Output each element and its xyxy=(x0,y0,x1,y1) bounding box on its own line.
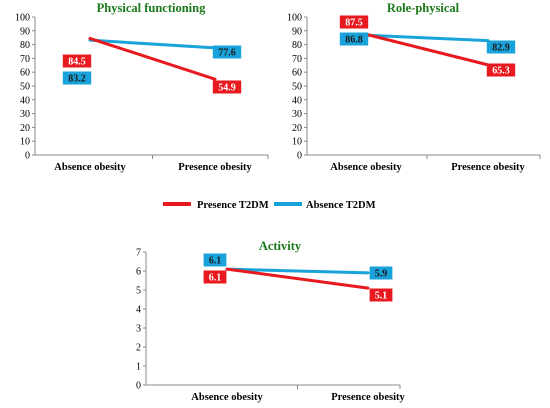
data-label: 84.5 xyxy=(68,57,86,68)
data-label-box xyxy=(486,63,516,77)
y-tick-label: 2 xyxy=(136,343,141,354)
y-tick-label: 70 xyxy=(292,54,302,65)
y-tick-label: 100 xyxy=(15,13,30,24)
y-tick-label: 0 xyxy=(297,151,302,162)
data-label-box xyxy=(369,266,393,280)
chart-title: Physical functioning xyxy=(97,1,206,15)
y-tick-label: 70 xyxy=(20,54,30,65)
y-tick-label: 1 xyxy=(136,362,141,373)
y-tick-label: 90 xyxy=(292,26,302,37)
legend: Presence T2DM Absence T2DM xyxy=(163,200,376,211)
data-label-box xyxy=(203,270,227,284)
y-tick-label: 60 xyxy=(20,68,30,79)
data-label: 5.1 xyxy=(375,291,388,302)
y-tick-label: 0 xyxy=(136,381,141,392)
data-label: 6.1 xyxy=(209,273,222,284)
y-tick-label: 80 xyxy=(20,40,30,51)
y-tick-label: 7 xyxy=(136,248,141,259)
data-label-box xyxy=(62,71,92,85)
data-label-box xyxy=(62,54,92,68)
chart-2: Role-physical 0 10 20 30 40 50 60 70 80 90 100 Absen… xyxy=(287,1,541,173)
series-line-absence-t2dm xyxy=(364,33,490,43)
series-line-presence-t2dm xyxy=(225,267,370,290)
data-label: 83.2 xyxy=(68,74,86,85)
data-label: 86.8 xyxy=(345,35,363,46)
y-tick-label: 100 xyxy=(287,13,302,24)
x-tick-label: Absence obesity xyxy=(54,162,126,173)
x-tick-label: Presence obesity xyxy=(178,162,252,173)
data-label: 65.3 xyxy=(492,66,510,77)
data-label-box xyxy=(486,40,516,54)
data-label-box xyxy=(212,45,242,59)
y-tick-label: 30 xyxy=(20,109,30,120)
y-tick-label: 30 xyxy=(292,109,302,120)
data-label-box xyxy=(212,80,242,94)
data-label-box xyxy=(339,15,369,29)
x-tick-label: Presence obesity xyxy=(451,162,525,173)
legend-label: Absence T2DM xyxy=(306,200,376,211)
legend-label: Presence T2DM xyxy=(197,200,269,211)
data-label: 77.6 xyxy=(218,48,236,59)
y-tick-label: 40 xyxy=(20,95,30,106)
y-tick-label: 80 xyxy=(292,40,302,51)
series-line-absence-t2dm xyxy=(88,38,217,50)
y-tick-label: 4 xyxy=(136,305,141,316)
chart-title: Role-physical xyxy=(387,1,460,15)
series-line-presence-t2dm xyxy=(364,32,490,67)
x-tick-label: Presence obesity xyxy=(331,392,405,403)
series-line-absence-t2dm xyxy=(225,267,370,275)
y-tick-label: 50 xyxy=(292,82,302,93)
y-tick-label: 50 xyxy=(20,82,30,93)
y-tick-label: 10 xyxy=(292,137,302,148)
y-tick-label: 10 xyxy=(20,137,30,148)
data-label: 6.1 xyxy=(209,256,222,267)
y-tick-label: 0 xyxy=(25,151,30,162)
data-label: 87.5 xyxy=(345,18,363,29)
data-label: 5.9 xyxy=(375,269,388,280)
data-label-box xyxy=(203,253,227,267)
series-line-presence-t2dm xyxy=(88,36,217,81)
y-tick-label: 40 xyxy=(292,95,302,106)
y-tick-label: 5 xyxy=(136,286,141,297)
y-tick-label: 90 xyxy=(20,26,30,37)
x-tick-label: Absence obesity xyxy=(191,392,263,403)
y-tick-label: 20 xyxy=(20,123,30,134)
y-tick-label: 3 xyxy=(136,324,141,335)
y-tick-label: 60 xyxy=(292,68,302,79)
data-label-box xyxy=(339,32,369,46)
data-label: 82.9 xyxy=(492,43,510,54)
chart-title: Activity xyxy=(259,239,302,253)
data-label: 54.9 xyxy=(218,83,236,94)
x-tick-label: Absence obesity xyxy=(330,162,402,173)
y-tick-label: 6 xyxy=(136,267,141,278)
data-label-box xyxy=(369,288,393,302)
chart-1: Physical functioning 0 10 20 30 40 50 60 70 80 90 1… xyxy=(15,1,269,173)
y-tick-label: 20 xyxy=(292,123,302,134)
chart-3: Activity 0 1 2 3 4 5 6 7 Absence obesity Presence … xyxy=(136,239,406,403)
